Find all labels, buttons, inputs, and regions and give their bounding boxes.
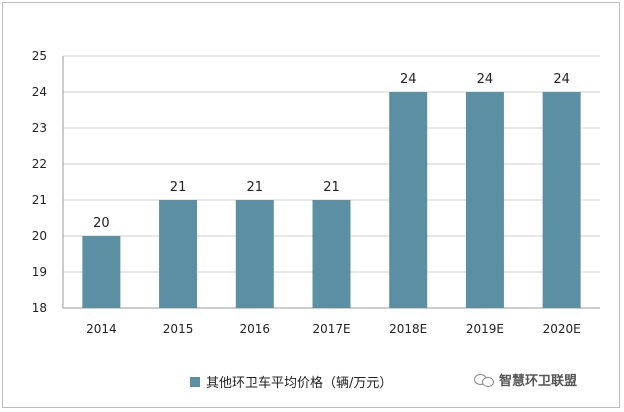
y-tick-label: 20 <box>32 229 47 243</box>
x-tick-label: 2019E <box>466 322 504 336</box>
y-tick-label: 21 <box>32 193 47 207</box>
data-label: 21 <box>247 180 264 195</box>
data-label: 24 <box>553 72 570 87</box>
wechat-icon <box>474 373 494 387</box>
y-tick-label: 18 <box>32 301 47 315</box>
x-tick-label: 2016 <box>240 322 271 336</box>
y-tick-label: 19 <box>32 265 47 279</box>
bar <box>465 92 504 308</box>
data-label: 21 <box>170 180 187 195</box>
watermark-text: 智慧环卫联盟 <box>499 374 578 389</box>
x-tick-label: 2018E <box>389 322 427 336</box>
bar <box>82 236 121 308</box>
y-tick-label: 24 <box>32 85 47 99</box>
x-tick-label: 2017E <box>312 322 350 336</box>
x-tick-label: 2015 <box>163 322 194 336</box>
legend-label: 其他环卫车平均价格（辆/万元） <box>206 376 393 391</box>
bar <box>235 200 274 308</box>
legend-swatch <box>190 376 200 387</box>
y-tick-label: 23 <box>32 121 47 135</box>
chart-frame <box>2 2 620 408</box>
bar <box>542 92 581 308</box>
legend: 其他环卫车平均价格（辆/万元） <box>190 372 392 391</box>
bar <box>312 200 351 308</box>
data-label: 20 <box>93 216 110 231</box>
x-tick-label: 2014 <box>86 322 117 336</box>
bar <box>389 92 428 308</box>
y-tick-label: 25 <box>32 49 47 63</box>
data-label: 24 <box>400 72 417 87</box>
bar <box>159 200 198 308</box>
x-tick-label: 2020E <box>543 322 581 336</box>
y-tick-label: 22 <box>32 157 47 171</box>
data-label: 24 <box>477 72 494 87</box>
data-label: 21 <box>323 180 340 195</box>
watermark: 智慧环卫联盟 <box>474 370 577 389</box>
